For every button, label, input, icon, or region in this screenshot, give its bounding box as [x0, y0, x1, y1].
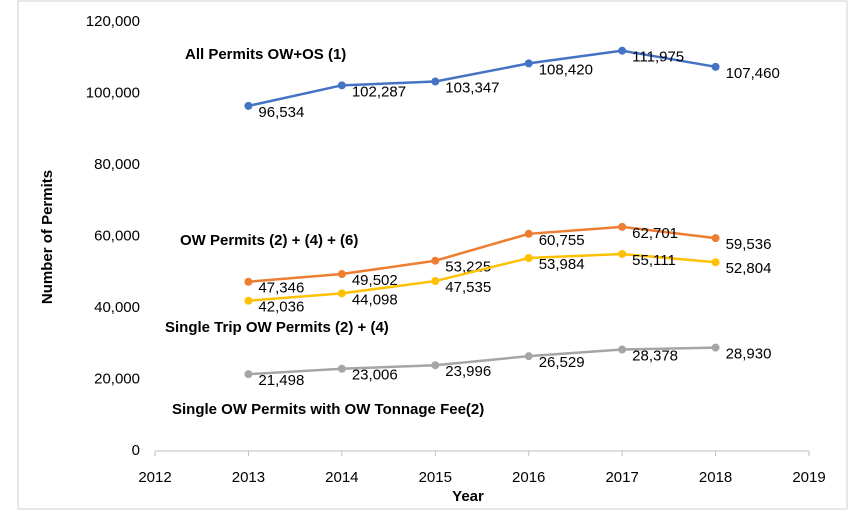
data-label: 107,460 [726, 65, 780, 82]
data-label: 102,287 [352, 83, 406, 100]
data-point [244, 101, 253, 110]
data-label: 59,536 [726, 236, 772, 253]
data-label: 23,996 [445, 363, 491, 380]
data-point [431, 277, 440, 286]
data-point [431, 77, 440, 86]
data-label: 21,498 [258, 372, 304, 389]
data-point [711, 234, 720, 243]
y-tick-label: 60,000 [94, 227, 140, 244]
data-point [618, 222, 627, 231]
data-point [524, 59, 533, 68]
data-label: 28,930 [726, 346, 772, 363]
data-label: 26,529 [539, 354, 585, 371]
x-tick-label: 2016 [512, 469, 545, 486]
series-line [248, 346, 716, 376]
series-line [248, 252, 716, 302]
data-point [244, 370, 253, 379]
y-tick-label: 0 [132, 442, 140, 459]
series-label: All Permits OW+OS (1) [185, 46, 346, 63]
data-label: 47,535 [445, 279, 491, 296]
data-point [337, 364, 346, 373]
data-label: 49,502 [352, 272, 398, 289]
data-label: 44,098 [352, 291, 398, 308]
data-point [618, 46, 627, 55]
data-point [711, 258, 720, 267]
y-tick-label: 120,000 [86, 13, 140, 30]
y-tick-label: 100,000 [86, 84, 140, 101]
data-point [431, 361, 440, 370]
data-point [244, 296, 253, 305]
series-line [248, 49, 716, 108]
data-point [524, 352, 533, 361]
series-line [248, 225, 716, 283]
x-tick-label: 2012 [138, 469, 171, 486]
data-label: 96,534 [258, 104, 304, 121]
data-label: 103,347 [445, 80, 499, 97]
data-label: 52,804 [726, 260, 772, 277]
data-label: 108,420 [539, 61, 593, 78]
data-point [431, 256, 440, 265]
x-tick-label: 2018 [699, 469, 732, 486]
data-point [337, 81, 346, 90]
data-label: 55,111 [632, 252, 676, 269]
y-tick-label: 80,000 [94, 156, 140, 173]
x-tick-label: 2017 [605, 469, 638, 486]
data-point [337, 289, 346, 298]
data-point [337, 270, 346, 279]
x-axis-title: Year [452, 488, 484, 505]
x-tick-label: 2014 [325, 469, 358, 486]
series-label: OW Permits (2) + (4) + (6) [180, 232, 358, 249]
data-point [711, 62, 720, 71]
series-label: Single OW Permits with OW Tonnage Fee(2) [172, 401, 484, 418]
y-tick-label: 20,000 [94, 370, 140, 387]
data-label: 111,975 [632, 49, 684, 66]
data-point [524, 254, 533, 263]
data-point [524, 229, 533, 238]
data-point [244, 277, 253, 286]
x-tick-label: 2015 [419, 469, 452, 486]
data-label: 28,378 [632, 348, 678, 365]
x-tick-label: 2013 [232, 469, 265, 486]
data-label: 53,225 [445, 259, 491, 276]
series-label: Single Trip OW Permits (2) + (4) [165, 319, 389, 336]
x-tick-label: 2019 [792, 469, 825, 486]
data-label: 60,755 [539, 232, 585, 249]
data-point [618, 249, 627, 258]
y-tick-label: 40,000 [94, 299, 140, 316]
data-label: 23,006 [352, 367, 398, 384]
chart-frame [17, 0, 848, 510]
data-point [618, 345, 627, 354]
data-label: 62,701 [632, 225, 678, 242]
data-label: 47,346 [258, 280, 304, 297]
data-label: 42,036 [258, 299, 304, 316]
data-point [711, 343, 720, 352]
data-label: 53,984 [539, 256, 585, 273]
y-axis-title: Number of Permits [39, 170, 56, 304]
